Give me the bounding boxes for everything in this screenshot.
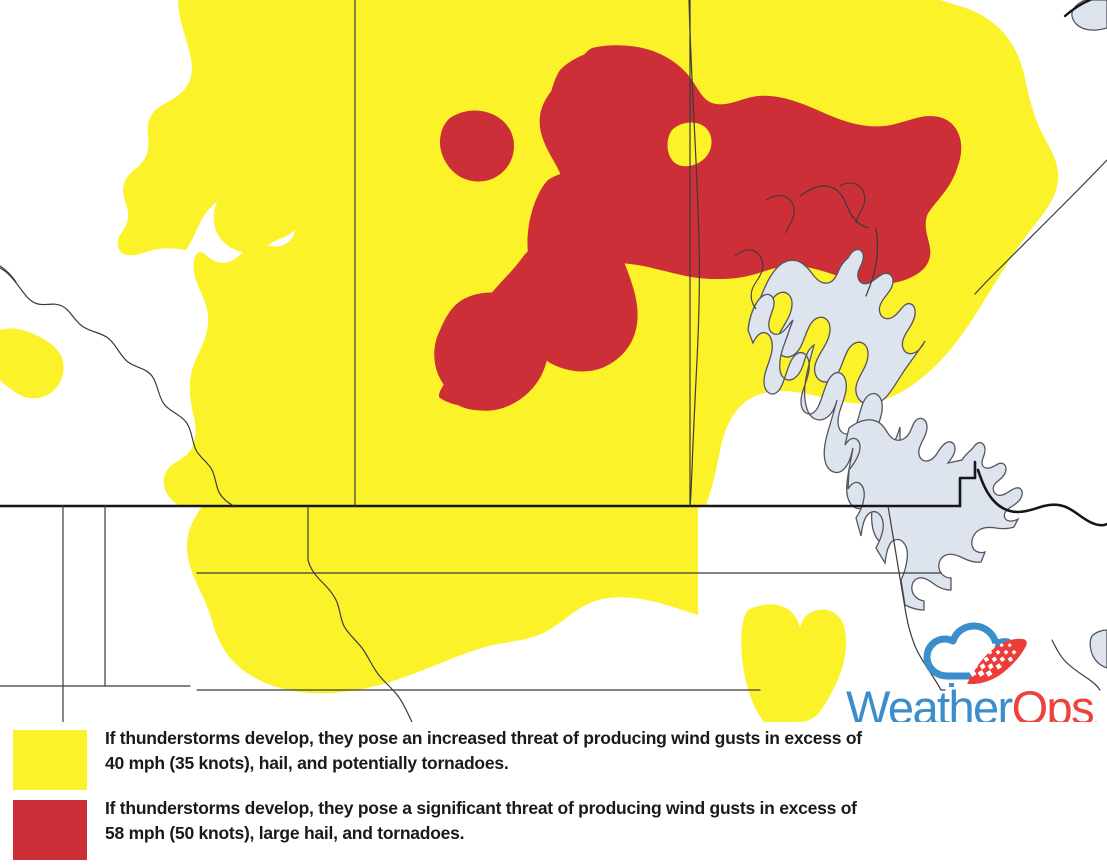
legend-line-one: If thunderstorms develop, they pose an i… [105, 728, 862, 748]
legend-row-significant: If thunderstorms develop, they pose a si… [0, 798, 1107, 868]
yellow-risk-polygon-southeast [741, 604, 847, 722]
border-northwest-angle [958, 460, 977, 508]
political-borders [0, 0, 1107, 722]
border-boundary-waters [976, 468, 1107, 527]
yellow-risk-polygon-far-west [0, 328, 64, 399]
lake-of-the-woods-shape [844, 417, 1023, 611]
risk-area-significant[interactable] [434, 45, 962, 411]
province-line-a [734, 249, 764, 310]
border-red-river-valley [688, 0, 700, 507]
legend-line-one: If thunderstorms develop, they pose a si… [105, 798, 857, 818]
water-bodies [747, 0, 1107, 669]
province-line-b [765, 195, 795, 234]
legend: If thunderstorms develop, they pose an i… [0, 722, 1107, 866]
map-canvas [0, 0, 1107, 722]
legend-line-two: 40 mph (35 knots), hail, and potentially… [105, 753, 509, 773]
yellow-risk-swatch [13, 730, 87, 790]
province-line-c [839, 182, 866, 224]
yellow-risk-polygon-west [213, 176, 301, 253]
severe-weather-map[interactable] [0, 0, 1107, 722]
border-left-edge-detail [0, 265, 17, 283]
red-risk-swatch [13, 800, 87, 860]
red-risk-polygon-isolated-south [447, 302, 548, 411]
border-west-river-line [307, 505, 413, 722]
province-detail-lines [734, 182, 866, 310]
legend-text-significant: If thunderstorms develop, they pose a si… [105, 796, 1080, 846]
border-minnesota-wisconsin [1051, 639, 1101, 691]
border-ontario-diagonal [974, 159, 1107, 295]
legend-row-increased: If thunderstorms develop, they pose an i… [0, 728, 1107, 798]
red-risk-polygon-isolated-north [440, 110, 514, 182]
border-manitoba-east [865, 227, 879, 297]
shoreline-lake-superior [1063, 0, 1092, 18]
legend-line-two: 58 mph (50 knots), large hail, and torna… [105, 823, 465, 843]
lake-superior-corner-shape [1071, 0, 1107, 31]
legend-text-increased: If thunderstorms develop, they pose an i… [105, 726, 1080, 776]
border-montana-north-dakota [0, 267, 235, 507]
small-lake-right-edge [1089, 629, 1107, 669]
